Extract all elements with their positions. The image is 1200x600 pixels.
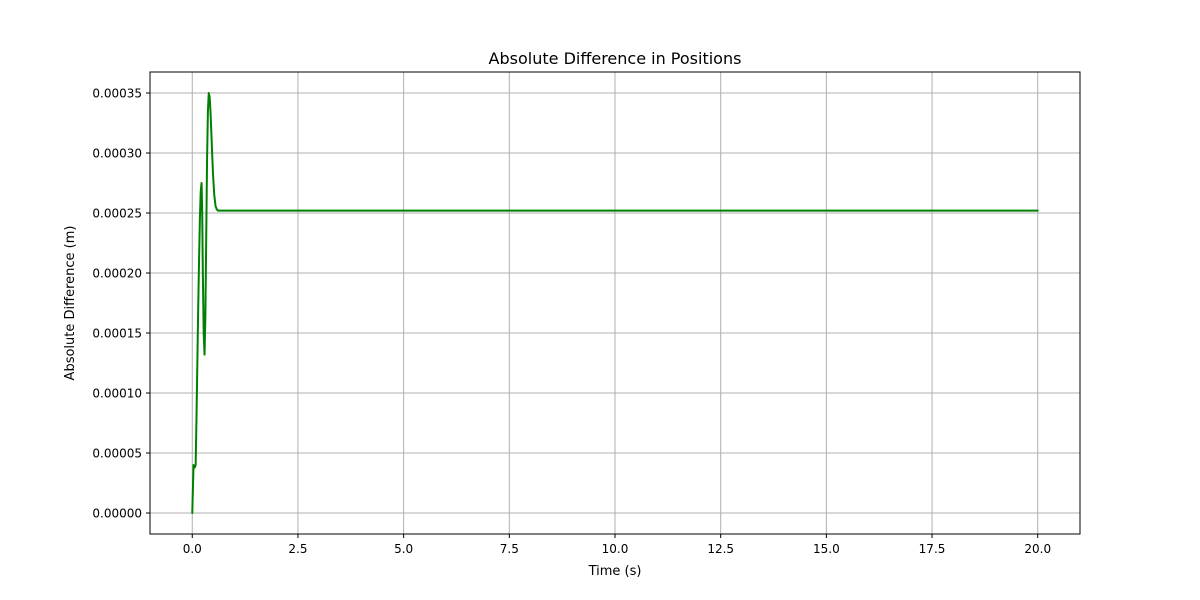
x-tick-label: 15.0 bbox=[813, 542, 840, 556]
x-tick-label: 12.5 bbox=[707, 542, 734, 556]
y-tick-label: 0.00000 bbox=[92, 507, 142, 521]
x-tick-label: 17.5 bbox=[919, 542, 946, 556]
chart-title: Absolute Difference in Positions bbox=[489, 49, 742, 68]
x-tick-label: 7.5 bbox=[500, 542, 519, 556]
y-tick-label: 0.00010 bbox=[92, 387, 142, 401]
y-tick-label: 0.00035 bbox=[92, 87, 142, 101]
y-axis-title: Absolute Difference (m) bbox=[63, 226, 78, 381]
x-tick-label: 0.0 bbox=[183, 542, 202, 556]
series-line-0 bbox=[191, 92, 1039, 514]
grid bbox=[150, 72, 1080, 534]
x-axis-title: Time (s) bbox=[588, 564, 642, 579]
x-tick-label: 5.0 bbox=[394, 542, 413, 556]
x-tick-label: 2.5 bbox=[288, 542, 307, 556]
x-tick-label: 20.0 bbox=[1024, 542, 1051, 556]
y-tick-label: 0.00005 bbox=[92, 447, 142, 461]
y-tick-label: 0.00015 bbox=[92, 327, 142, 341]
y-tick-label: 0.00030 bbox=[92, 147, 142, 161]
series-layer bbox=[191, 92, 1039, 514]
y-tick-label: 0.00025 bbox=[92, 207, 142, 221]
y-axis: 0.00000 0.00005 0.00010 0.00015 0.00020 0.000… bbox=[92, 87, 150, 521]
x-tick-label: 10.0 bbox=[602, 542, 629, 556]
y-tick-label: 0.00020 bbox=[92, 267, 142, 281]
x-axis: 0.0 2.5 5.0 7.5 10.0 12.5 15.0 17.5 20.0 bbox=[183, 534, 1051, 556]
